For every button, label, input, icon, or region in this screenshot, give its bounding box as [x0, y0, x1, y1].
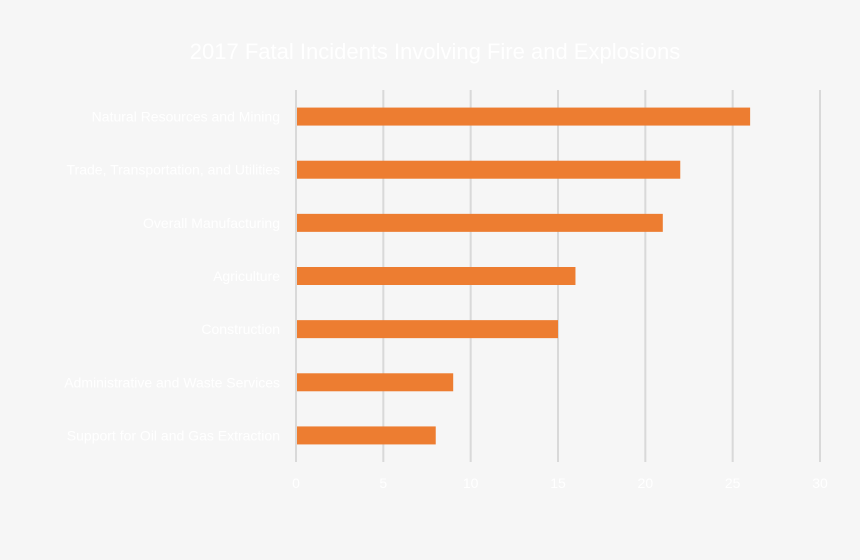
- bar: [297, 160, 681, 179]
- bar: [297, 320, 558, 339]
- chart-title: 2017 Fatal Incidents Involving Fire and …: [190, 39, 680, 64]
- bar: [297, 267, 576, 285]
- category-label: Overall Manufacturing: [143, 215, 280, 231]
- bars: [297, 107, 751, 445]
- bar: [297, 373, 454, 392]
- x-tick-label: 25: [725, 475, 741, 491]
- x-tick-label: 0: [292, 475, 300, 491]
- x-tick-label: 15: [550, 475, 566, 491]
- bar: [297, 426, 436, 445]
- category-label: Support for Oil and Gas Extraction: [67, 427, 280, 443]
- x-tick-label: 20: [638, 475, 654, 491]
- x-tick-labels: 0 5 10 15 20 25 30: [292, 475, 828, 491]
- category-labels: Natural Resources and Mining Trade, Trans…: [64, 109, 280, 444]
- category-label: Construction: [201, 321, 280, 337]
- category-label: Trade, Transportation, and Utilities: [67, 162, 280, 178]
- bar: [297, 107, 751, 126]
- x-tick-label: 5: [379, 475, 387, 491]
- category-label: Natural Resources and Mining: [92, 109, 280, 125]
- category-label: Administrative and Waste Services: [64, 374, 280, 390]
- category-label: Agriculture: [213, 268, 280, 284]
- x-tick-label: 10: [463, 475, 479, 491]
- x-tick-label: 30: [812, 475, 828, 491]
- bar: [297, 213, 663, 232]
